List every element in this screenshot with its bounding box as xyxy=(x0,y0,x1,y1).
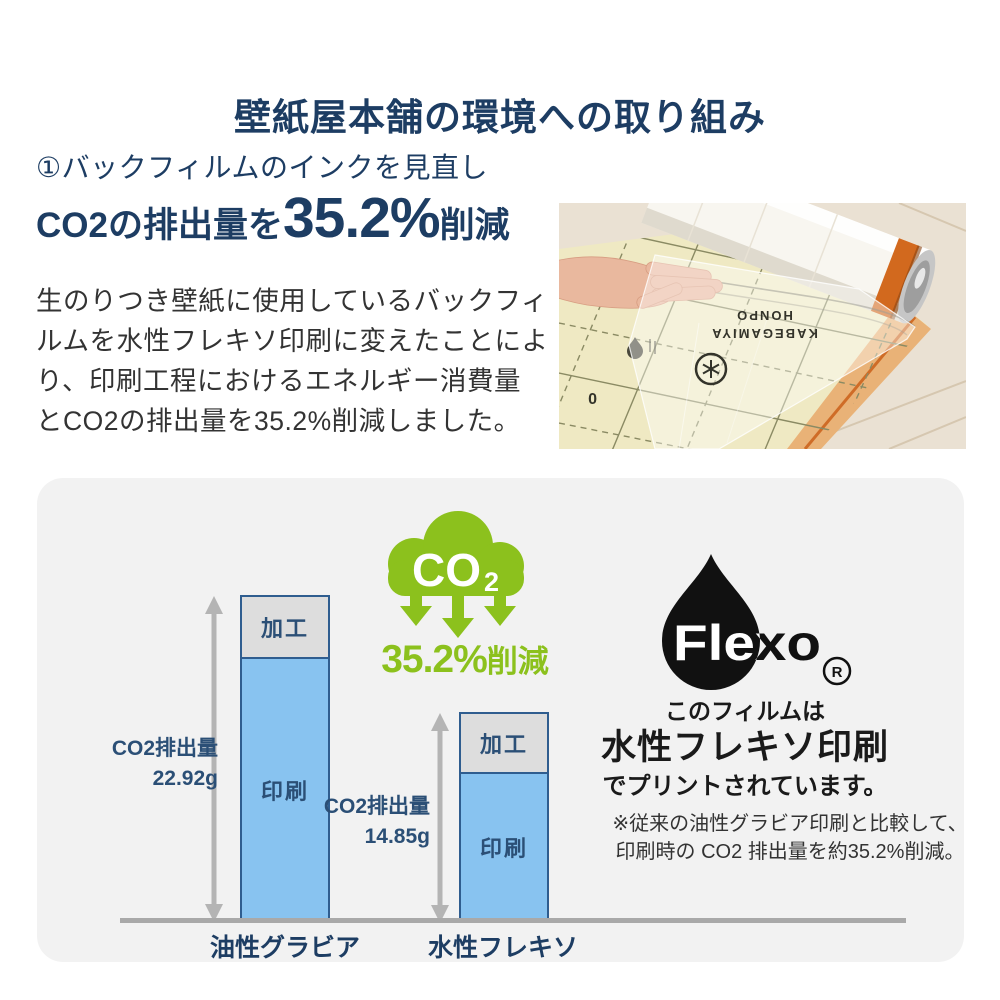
category-label-yusei: 油性グラビア xyxy=(209,934,360,962)
registered-mark-icon: R xyxy=(822,656,852,686)
flexo-line3: でプリントされています。 xyxy=(602,773,888,800)
film-brand-print: KABEGAMIYA HONPO xyxy=(710,308,818,341)
highlight-prefix: CO2の排出量を xyxy=(36,206,283,245)
flexo-line2: 水性フレキソ印刷 xyxy=(600,728,889,767)
hand xyxy=(559,256,723,309)
total-value: 22.92g xyxy=(152,767,218,790)
bar-suisei-flexo: 加工 印刷 xyxy=(459,712,549,922)
segment-label: 加工 xyxy=(479,732,528,757)
category-label-suisei: 水性フレキソ xyxy=(427,934,578,962)
transparent-film xyxy=(628,254,916,449)
sheet-orange-edge xyxy=(787,303,931,449)
flexo-wordmark-light: Flexo xyxy=(673,615,821,671)
flexo-droplet-icon xyxy=(662,554,760,691)
total-caption: CO2排出量 xyxy=(323,795,430,818)
flexo-line1: このフィルムは xyxy=(664,698,826,724)
segment-label: 加工 xyxy=(260,616,309,641)
bar-segment-insatsu: 印刷 xyxy=(461,774,547,920)
footnote-line: ※従来の油性グラビア印刷と比較して、 xyxy=(612,813,968,835)
body-line: 生のりつき壁紙に使用しているバックフィ xyxy=(36,286,548,316)
footnote-line: 印刷時の CO2 排出量を約35.2%削減。 xyxy=(615,841,965,863)
svg-text:KABEGAMIYA: KABEGAMIYA xyxy=(710,326,818,341)
range-arrow-left xyxy=(205,596,223,922)
flexo-wordmark-dark: Flexo xyxy=(673,615,821,671)
reduction-suffix: 削減 xyxy=(486,644,549,679)
infographic-panel: CO 2 35.2%削減 加工 印刷 CO2排出量 22.92g xyxy=(37,478,968,962)
total-value: 14.85g xyxy=(364,825,430,848)
body-paragraph: 生のりつき壁紙に使用しているバックフィ ルムを水性フレキソ印刷に変えたことによ … xyxy=(36,281,548,441)
page-title: 壁紙屋本舗の環境への取り組み xyxy=(234,96,766,138)
co2-highlight-line: CO2の排出量を 35.2% 削減 xyxy=(36,190,510,248)
chart-baseline xyxy=(120,918,906,923)
reduction-text: 35.2%削減 xyxy=(355,636,575,682)
bar-segment-kako: 加工 xyxy=(242,597,328,659)
highlight-suffix: 削減 xyxy=(439,206,510,245)
range-arrow-right xyxy=(431,713,449,923)
section-heading: ①バックフィルムのインクを見直し xyxy=(36,152,488,183)
flexo-logo: Flexo Flexo R xyxy=(662,554,852,691)
svg-text:R: R xyxy=(832,664,843,681)
bar-yusei-gravure: 加工 印刷 xyxy=(240,595,330,922)
printed-scale-number: 0 xyxy=(588,389,597,406)
segment-label: 印刷 xyxy=(479,836,528,861)
wallpaper-roll xyxy=(641,203,936,324)
film-fold-lines xyxy=(678,312,770,449)
body-line: ルムを水性フレキソ印刷に変えたことによ xyxy=(36,326,549,356)
roll-orange-band xyxy=(870,238,920,319)
footnote: ※従来の油性グラビア印刷と比較して、 印刷時の CO2 排出量を約35.2%削減… xyxy=(600,810,980,866)
photo-illustration: 0 xyxy=(559,203,966,449)
highlight-number: 35.2% xyxy=(282,186,441,250)
co2-cloud-icon: CO 2 xyxy=(388,511,524,638)
cloud-gas-text: CO xyxy=(412,544,481,596)
segment-label: 印刷 xyxy=(260,778,309,804)
total-caption: CO2排出量 xyxy=(111,737,218,760)
total-label-right: CO2排出量 14.85g xyxy=(292,792,430,852)
svg-text:0: 0 xyxy=(588,389,597,406)
product-photo: 0 xyxy=(559,203,966,449)
snowflake-stamp xyxy=(694,352,728,386)
total-label-left: CO2排出量 22.92g xyxy=(80,734,218,794)
body-line: り、印刷工程におけるエネルギー消費量 xyxy=(36,366,521,396)
reduction-number: 35.2% xyxy=(381,638,488,681)
body-line: とCO2の排出量を35.2%削減しました。 xyxy=(36,406,521,436)
flexo-description: このフィルムは 水性フレキソ印刷 でプリントされています。 xyxy=(565,696,925,804)
bar-segment-insatsu: 印刷 xyxy=(242,659,328,920)
cloud-gas-subscript: 2 xyxy=(484,567,499,597)
svg-text:HONPO: HONPO xyxy=(735,308,793,323)
bar-segment-kako: 加工 xyxy=(461,714,547,774)
